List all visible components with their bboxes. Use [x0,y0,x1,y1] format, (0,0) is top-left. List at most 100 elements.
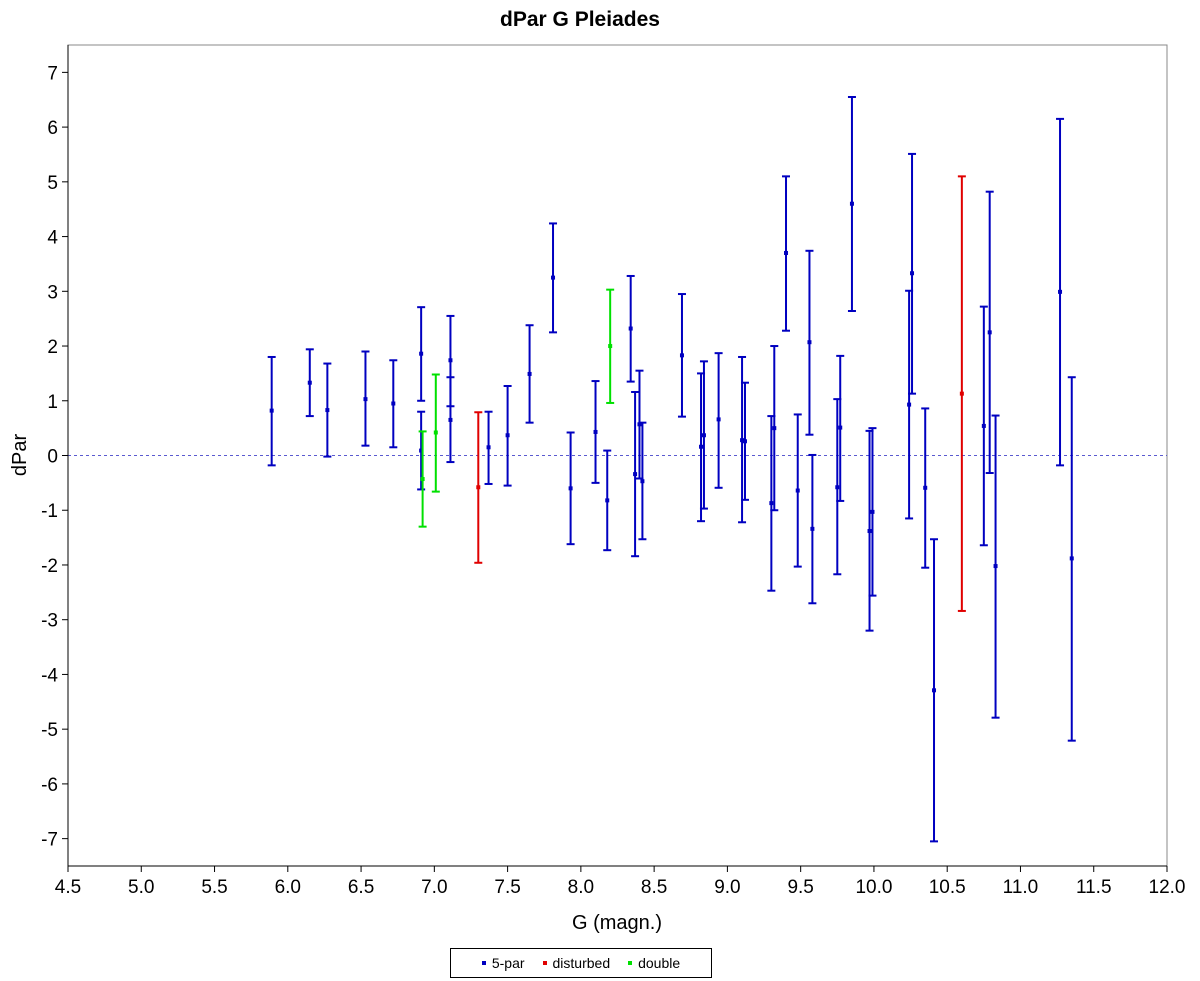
chart-title: dPar G Pleiades [500,8,660,31]
y-tick-label: -2 [41,556,58,577]
data-point [307,380,312,385]
data-point [932,688,937,693]
data-point [849,201,854,206]
y-tick-label: -4 [41,665,58,686]
plot-area [67,44,1168,867]
data-point [699,444,704,449]
data-point [325,408,330,413]
data-point [505,433,510,438]
x-tick-label: 7.5 [494,877,520,898]
data-point [910,271,915,276]
data-point [838,425,843,430]
data-point [835,485,840,490]
x-tick-label: 7.0 [421,877,447,898]
legend-item-disturbed: disturbed [542,955,611,971]
x-tick-label: 4.5 [55,877,81,898]
x-tick-label: 10.0 [855,877,892,898]
x-tick-label: 9.5 [787,877,813,898]
data-point [742,439,747,444]
data-point [527,371,532,376]
data-point [784,250,789,255]
data-point [1069,556,1074,561]
data-point [1058,289,1063,294]
data-point [772,426,777,431]
data-point [640,479,645,484]
data-point [637,422,642,427]
data-point [769,501,774,506]
y-tick-label: 5 [47,173,58,194]
data-point [593,429,598,434]
data-point [363,397,368,402]
x-axis-title: G (magn.) [572,912,662,934]
x-tick-label: 12.0 [1149,877,1186,898]
x-tick-label: 6.0 [275,877,301,898]
legend: 5-par disturbed double [450,948,712,978]
data-point [628,326,633,331]
data-point [870,509,875,514]
y-tick-label: -1 [41,501,58,522]
data-point [605,498,610,503]
y-tick-label: -3 [41,611,58,632]
data-point [810,526,815,531]
data-point [419,448,424,453]
x-tick-label: 11.0 [1003,877,1039,898]
legend-swatch [542,961,547,965]
data-point [486,445,491,450]
y-tick-label: -7 [41,830,58,851]
data-point [269,408,274,413]
legend-swatch [481,961,486,965]
y-tick-label: 6 [47,118,58,139]
legend-item-5-par: 5-par [481,955,525,971]
data-point [679,353,684,358]
data-point [568,486,573,491]
y-tick-label: -5 [41,720,58,741]
x-tick-label: 8.5 [641,877,667,898]
data-point [867,529,872,534]
data-point [923,485,928,490]
series-double [418,288,615,528]
data-point [608,344,613,349]
legend-label: double [638,955,681,971]
x-tick-label: 10.5 [929,877,966,898]
x-tick-label: 6.5 [348,877,374,898]
x-tick-label: 5.0 [128,877,154,898]
data-point [987,330,992,335]
data-point [476,485,481,490]
data-point [993,564,998,569]
data-point [551,275,556,280]
data-point [795,488,800,493]
x-axis: 4.5 5.0 5.5 6.0 6.5 7.0 7.5 8.0 8.5 9.0 9.5 10.0 10.… [55,865,1186,898]
x-tick-label: 5.5 [201,877,227,898]
series-disturbed [474,175,966,612]
x-tick-label: 11.5 [1076,877,1112,898]
series-5-par [267,95,1076,843]
legend-item-double: double [628,955,680,971]
legend-swatch [628,961,633,965]
y-tick-label: -6 [41,775,58,796]
data-point [959,391,964,396]
data-point [981,423,986,428]
y-tick-label: 7 [47,63,58,84]
data-point [633,472,638,477]
y-tick-label: 2 [47,337,58,358]
data-point [807,340,812,345]
data-point [420,477,425,482]
x-tick-label: 8.0 [568,877,594,898]
y-tick-label: 0 [47,447,58,468]
y-tick-label: 3 [47,282,58,303]
data-point [433,430,438,435]
legend-label: disturbed [552,955,611,971]
data-point [716,417,721,422]
y-axis-title: dPar [9,434,31,477]
data-point [701,433,706,438]
data-point [907,402,912,407]
y-axis: 7 6 5 4 3 2 1 0 -1 -2 -3 -4 -5 -6 -7 [41,45,69,866]
y-tick-label: 4 [47,228,58,249]
x-tick-label: 9.0 [714,877,740,898]
y-tick-label: 1 [47,392,58,413]
data-point [448,358,453,363]
data-point [448,417,453,422]
legend-label: 5-par [491,955,525,971]
data-point [419,351,424,356]
